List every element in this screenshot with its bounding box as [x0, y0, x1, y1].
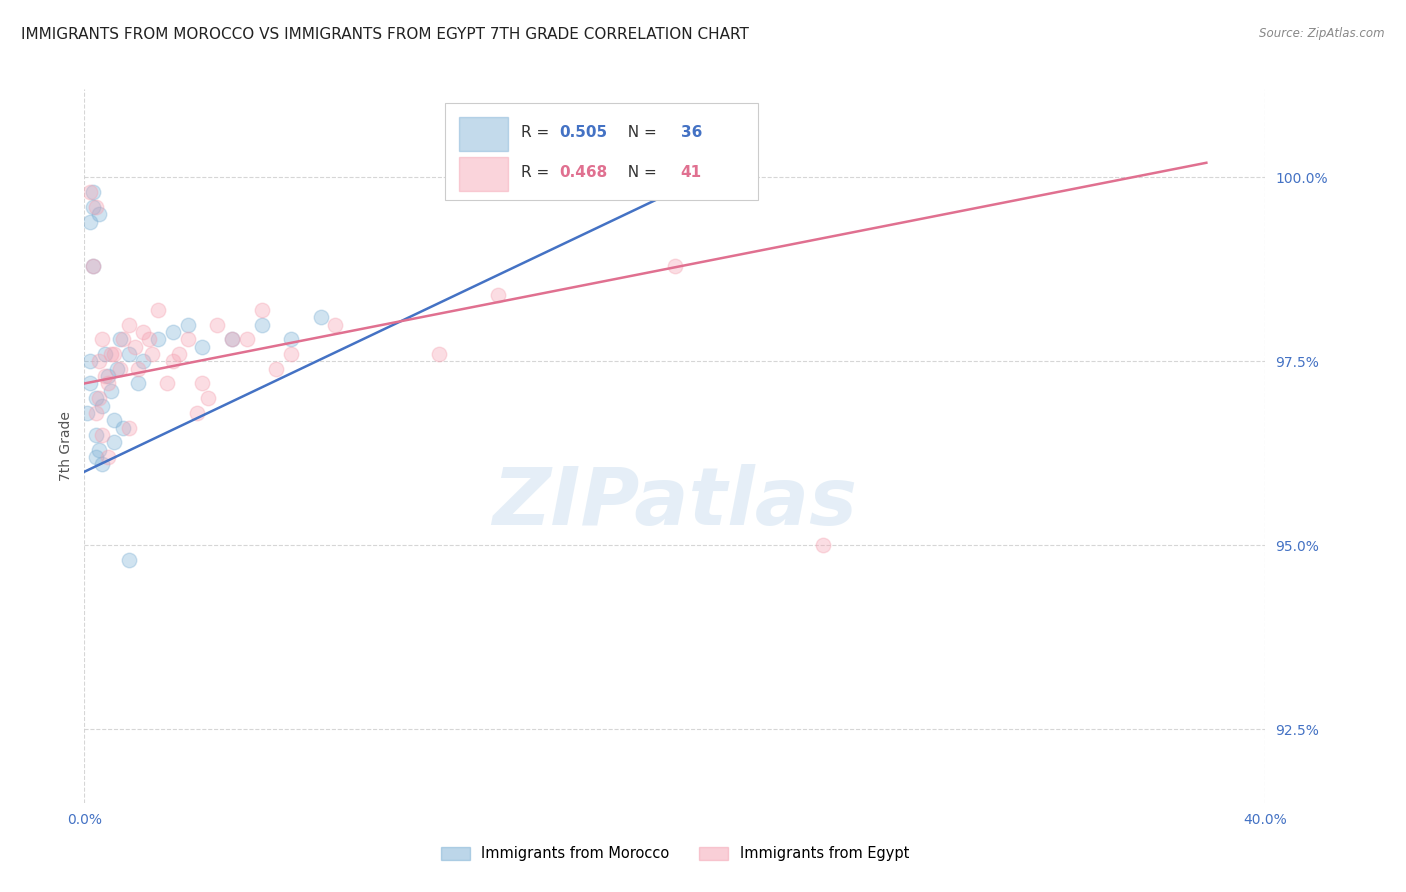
- FancyBboxPatch shape: [444, 103, 758, 200]
- Point: [91, 399, 114, 413]
- Point: [323, 318, 347, 332]
- Point: [91, 428, 114, 442]
- Point: [280, 332, 302, 346]
- Text: ZIPatlas: ZIPatlas: [492, 464, 858, 542]
- Point: [141, 347, 163, 361]
- Point: [148, 302, 170, 317]
- Point: [79, 185, 101, 199]
- Point: [108, 361, 131, 376]
- Point: [118, 553, 141, 567]
- Point: [79, 214, 101, 228]
- Text: N =: N =: [619, 165, 662, 180]
- Point: [87, 442, 111, 457]
- Point: [111, 420, 134, 434]
- Point: [811, 538, 834, 552]
- Point: [177, 332, 200, 346]
- Point: [103, 347, 125, 361]
- Point: [91, 332, 114, 346]
- Point: [186, 406, 208, 420]
- Point: [84, 391, 107, 405]
- Text: 41: 41: [681, 165, 702, 180]
- Point: [132, 325, 155, 339]
- Point: [100, 384, 122, 398]
- Point: [177, 318, 200, 332]
- Point: [138, 332, 160, 346]
- Text: 0.468: 0.468: [560, 165, 607, 180]
- Point: [197, 391, 219, 405]
- Point: [250, 318, 273, 332]
- Point: [191, 376, 214, 391]
- Point: [118, 420, 141, 434]
- Point: [79, 376, 101, 391]
- Point: [97, 450, 120, 464]
- Point: [84, 200, 107, 214]
- Point: [709, 170, 731, 185]
- Point: [111, 332, 134, 346]
- Point: [664, 259, 686, 273]
- Point: [205, 318, 228, 332]
- Point: [191, 340, 214, 354]
- Text: IMMIGRANTS FROM MOROCCO VS IMMIGRANTS FROM EGYPT 7TH GRADE CORRELATION CHART: IMMIGRANTS FROM MOROCCO VS IMMIGRANTS FR…: [21, 27, 749, 42]
- Point: [100, 347, 122, 361]
- Point: [94, 347, 117, 361]
- Text: 0.505: 0.505: [560, 125, 607, 139]
- Point: [162, 325, 184, 339]
- Point: [118, 347, 141, 361]
- Point: [235, 332, 259, 346]
- Point: [84, 406, 107, 420]
- Point: [82, 200, 104, 214]
- Point: [309, 310, 332, 325]
- Point: [162, 354, 184, 368]
- Point: [91, 458, 114, 472]
- Text: N =: N =: [619, 125, 662, 139]
- Text: R =: R =: [522, 165, 554, 180]
- Point: [97, 376, 120, 391]
- Point: [132, 354, 155, 368]
- Point: [87, 391, 111, 405]
- Legend: Immigrants from Morocco, Immigrants from Egypt: Immigrants from Morocco, Immigrants from…: [434, 840, 915, 867]
- Point: [103, 435, 125, 450]
- Point: [79, 354, 101, 368]
- Point: [221, 332, 243, 346]
- Point: [127, 361, 149, 376]
- Text: Source: ZipAtlas.com: Source: ZipAtlas.com: [1260, 27, 1385, 40]
- Point: [82, 259, 104, 273]
- Point: [167, 347, 190, 361]
- Point: [87, 354, 111, 368]
- Point: [84, 428, 107, 442]
- Point: [82, 185, 104, 199]
- Point: [148, 332, 170, 346]
- Point: [486, 288, 509, 302]
- Point: [124, 340, 146, 354]
- Point: [103, 413, 125, 427]
- Point: [472, 185, 495, 199]
- Point: [264, 361, 288, 376]
- Point: [82, 259, 104, 273]
- Point: [280, 347, 302, 361]
- Point: [97, 369, 120, 384]
- FancyBboxPatch shape: [458, 117, 509, 152]
- Point: [94, 369, 117, 384]
- Point: [427, 347, 450, 361]
- FancyBboxPatch shape: [458, 157, 509, 191]
- Point: [221, 332, 243, 346]
- Text: R =: R =: [522, 125, 554, 139]
- Point: [105, 361, 128, 376]
- Point: [84, 450, 107, 464]
- Point: [87, 207, 111, 221]
- Point: [250, 302, 273, 317]
- Point: [108, 332, 131, 346]
- Text: 36: 36: [681, 125, 702, 139]
- Point: [76, 406, 98, 420]
- Point: [156, 376, 179, 391]
- Y-axis label: 7th Grade: 7th Grade: [59, 411, 73, 481]
- Point: [118, 318, 141, 332]
- Point: [127, 376, 149, 391]
